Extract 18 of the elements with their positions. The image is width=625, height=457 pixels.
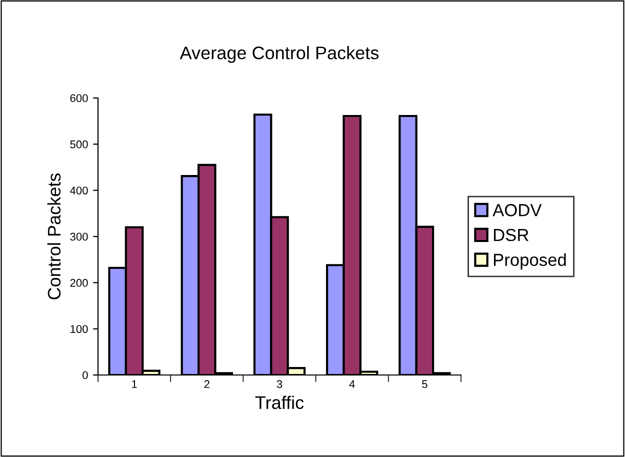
legend-label: AODV (492, 204, 542, 216)
y-axis-title: Control Packets (47, 173, 61, 300)
x-tick-label: 2 (204, 380, 210, 388)
x-tick-label: 4 (349, 380, 355, 388)
x-axis-title: Traffic (255, 396, 304, 410)
y-tick-label: 100 (70, 325, 88, 333)
y-tick-label: 500 (70, 140, 88, 148)
legend-label: Proposed (494, 253, 566, 270)
x-tick-label: 3 (276, 380, 282, 388)
y-tick-label: 400 (70, 186, 88, 194)
x-tick-label: 5 (422, 380, 428, 388)
y-tick-label: 600 (70, 94, 88, 102)
y-tick-label: 300 (70, 232, 88, 241)
y-tick-label: 200 (70, 278, 88, 287)
x-tick-label: 1 (132, 380, 137, 388)
legend-label: DSR (494, 228, 528, 242)
chart-title: Average Control Packets (180, 46, 379, 63)
y-tick-label: 0 (82, 371, 88, 380)
